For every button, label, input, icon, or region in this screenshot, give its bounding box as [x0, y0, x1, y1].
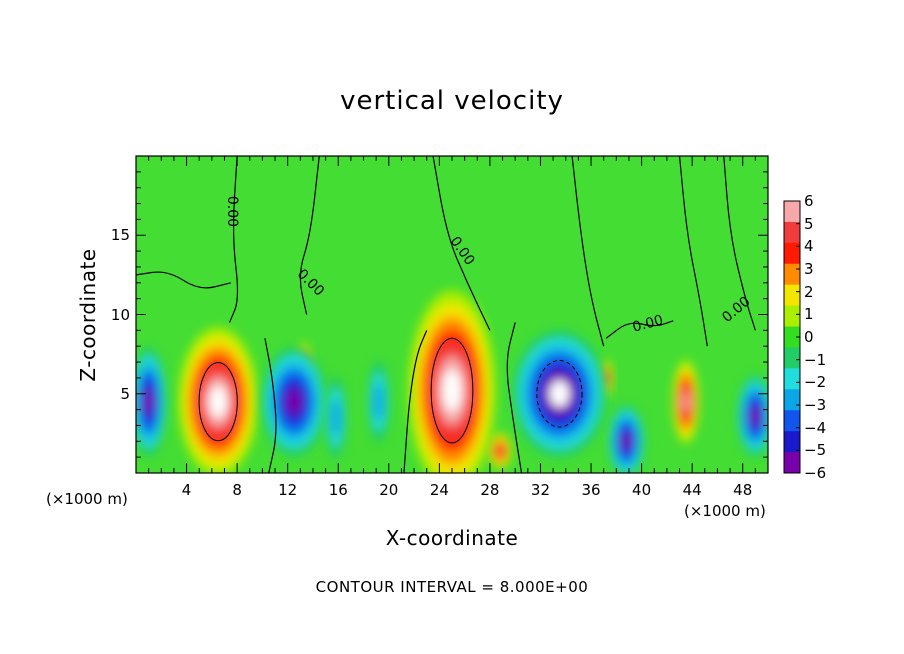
colorbar-swatch: [784, 347, 800, 369]
zero-contour-line: [136, 271, 231, 289]
colorbar-label: 3: [804, 260, 814, 278]
y-tick-label: 5: [120, 384, 130, 403]
field-feature: [672, 359, 699, 444]
colorbar-label: 2: [804, 282, 814, 301]
zero-contour-line: [571, 156, 605, 347]
field-feature: [737, 374, 768, 457]
x-tick-label: 40: [632, 481, 652, 499]
tick-marks: [136, 156, 768, 473]
colorbar-swatch: [784, 431, 800, 453]
field-feature: [512, 329, 607, 458]
field-feature: [608, 404, 645, 473]
colorbar-swatch: [784, 389, 800, 411]
contour-interval-note: CONTOUR INTERVAL = 8.000E+00: [315, 578, 589, 596]
colorbar-swatch: [784, 305, 800, 328]
zero-contour-line: [299, 156, 320, 315]
colorbar-label: 0: [804, 328, 814, 346]
colorbar-label: −4: [804, 418, 827, 437]
contour-ring: [536, 359, 583, 428]
colorbar-label: 5: [804, 214, 814, 233]
x-tick-label: 8: [232, 481, 242, 499]
colorbar-label: −3: [804, 396, 827, 414]
field-feature: [324, 376, 347, 459]
field-feature: [408, 290, 496, 473]
contour-ring: [430, 337, 474, 444]
field-feature: [178, 326, 259, 473]
field-feature: [488, 432, 512, 470]
colorbar-swatch: [784, 410, 800, 432]
colorbar-swatch: [784, 326, 800, 348]
x-unit-right: (×1000 m): [684, 502, 766, 520]
field-level: [622, 432, 631, 451]
x-tick-label: 20: [379, 481, 399, 499]
colorbar-swatch: [784, 452, 800, 474]
field-level: [373, 383, 384, 420]
field-layer: [136, 290, 768, 473]
field-level: [682, 391, 690, 412]
contour-label: 0.00: [224, 196, 240, 227]
contour-label: 0.00: [631, 312, 665, 336]
y-axis-label: Z-coordinate: [76, 248, 100, 382]
colorbar-swatch: [784, 242, 800, 265]
zero-contour-line: [678, 156, 708, 347]
zero-contour-line: [506, 322, 523, 473]
field-level: [286, 388, 302, 415]
chart-title: vertical velocity: [340, 86, 564, 116]
colorbar-label: −2: [804, 373, 827, 392]
zero-contour-line: [228, 156, 239, 323]
zero-contour-line: [432, 156, 491, 331]
y-tick-label: 10: [110, 305, 130, 324]
zero-contour-line: [605, 320, 674, 339]
field-level: [750, 405, 760, 426]
field-feature: [261, 346, 327, 457]
colorbar-label: −5: [804, 441, 827, 460]
x-tick-label: 24: [429, 481, 449, 499]
colorbar-label: 4: [804, 237, 814, 256]
field-feature: [136, 347, 167, 457]
heatmap-area: [136, 156, 768, 473]
x-unit-left: (×1000 m): [46, 490, 128, 508]
field-level: [442, 369, 462, 412]
x-tick-label: 28: [480, 481, 500, 499]
field-feature: [367, 360, 390, 443]
x-tick-label: 36: [581, 481, 601, 499]
x-tick-label: 4: [181, 481, 192, 499]
colorbar-label: −1: [804, 350, 827, 369]
y-tick-label: 15: [110, 226, 130, 245]
field-level: [496, 445, 504, 457]
zero-contour-line: [403, 330, 428, 473]
colorbar-swatch: [784, 263, 800, 286]
colorbar-label: −6: [804, 464, 827, 482]
x-tick-label: 44: [682, 481, 702, 499]
x-tick-label: 32: [530, 481, 551, 499]
zero-contour-line: [723, 156, 756, 331]
x-tick-label: 16: [328, 481, 348, 499]
x-tick-label: 12: [278, 481, 298, 499]
colorbar-label: 6: [804, 192, 814, 210]
x-axis-label: X-coordinate: [385, 526, 519, 550]
colorbar-swatch: [784, 284, 800, 307]
zero-contour-line: [264, 338, 277, 473]
colorbar-swatch: [784, 201, 800, 223]
field-level: [330, 399, 341, 436]
colorbar: [783, 200, 801, 474]
contour-ring: [198, 362, 238, 442]
colorbar-label: 1: [804, 305, 814, 324]
field-level: [144, 388, 154, 415]
field-level: [209, 385, 227, 418]
colorbar-swatch: [784, 368, 800, 390]
field-level: [549, 380, 570, 408]
colorbar-swatch: [784, 221, 800, 244]
x-tick-label: 48: [733, 481, 753, 499]
contour-layer: [136, 156, 756, 473]
